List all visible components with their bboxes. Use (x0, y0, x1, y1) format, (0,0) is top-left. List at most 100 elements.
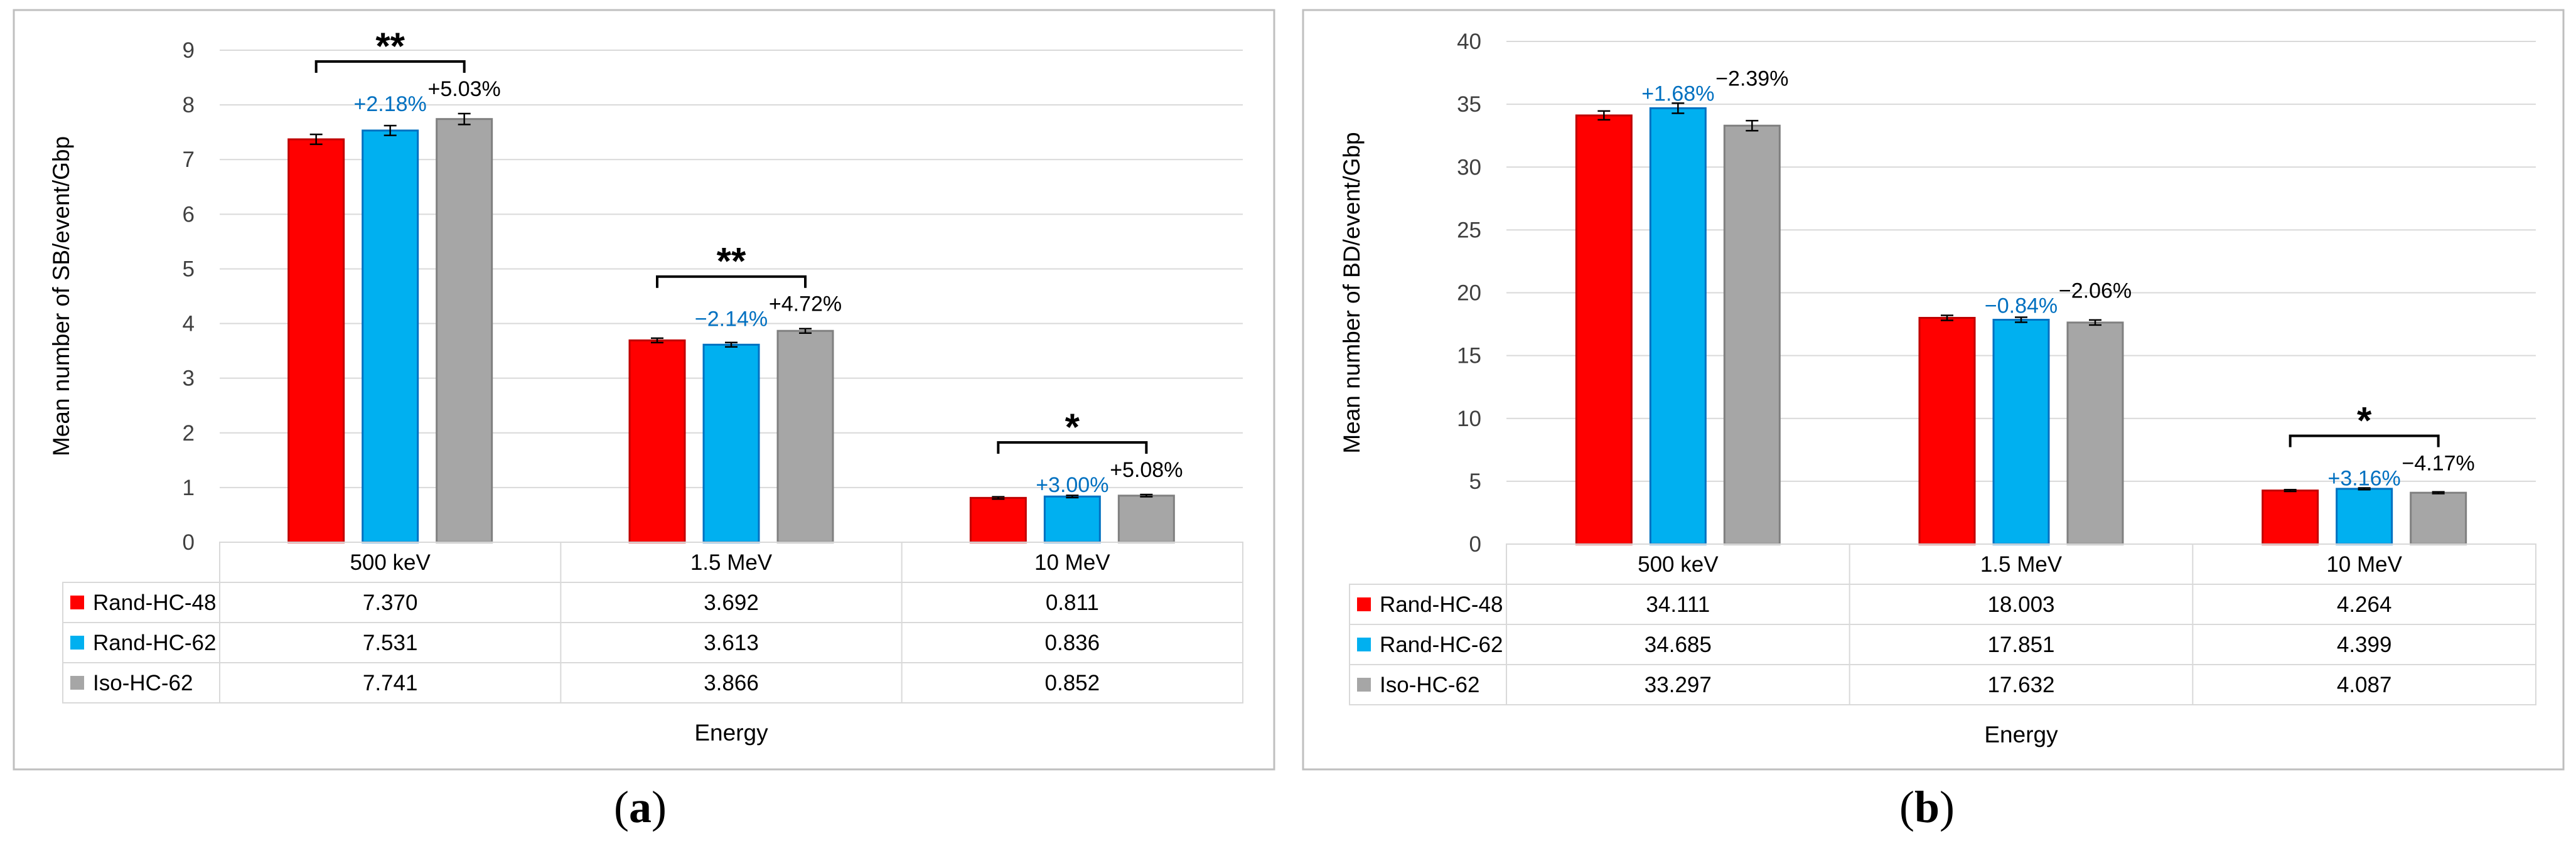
table-value: 0.852 (1045, 671, 1100, 695)
pct-change-blue: +1.68% (1641, 82, 1714, 105)
significance-bracket (314, 60, 466, 73)
pct-change-black: −4.17% (2402, 452, 2475, 476)
legend-swatch-Rand-HC-62 (1357, 638, 1371, 651)
error-bar (384, 124, 397, 137)
significance-stars: ** (375, 25, 405, 67)
table-value: 4.087 (2337, 673, 2392, 697)
error-bar (458, 112, 471, 126)
y-tick-label: 40 (1457, 29, 1481, 54)
legend-label: Rand-HC-62 (93, 631, 216, 655)
significance-stars: * (1065, 406, 1080, 448)
pct-change-black: +4.72% (769, 292, 842, 316)
error-bar (651, 337, 663, 344)
bar-Rand-HC-48-500 keV (287, 138, 345, 543)
bar-Rand-HC-62-10 MeV (1043, 495, 1101, 543)
table-value: 3.613 (704, 631, 759, 655)
legend-label: Iso-HC-62 (1380, 673, 1479, 697)
bar-Rand-HC-48-1.5 MeV (628, 339, 686, 543)
error-bar (1066, 495, 1079, 499)
error-bar (1672, 102, 1685, 114)
legend-swatch-Rand-HC-48 (70, 596, 84, 609)
significance-bracket (656, 275, 807, 288)
panel-label-a: (a) (614, 782, 667, 832)
bar-Iso-HC-62-10 MeV (2410, 491, 2467, 545)
bar-Iso-HC-62-1.5 MeV (2066, 321, 2124, 545)
table-value: 4.264 (2337, 592, 2392, 617)
table-value: 17.851 (1987, 633, 2054, 657)
legend-label: Rand-HC-48 (93, 591, 216, 615)
table-value: 18.003 (1987, 592, 2054, 617)
legend-swatch-Iso-HC-62 (1357, 678, 1371, 692)
legend-swatch-Rand-HC-48 (1357, 597, 1371, 611)
legend-label: Iso-HC-62 (93, 671, 193, 695)
y-tick-label: 25 (1457, 218, 1481, 242)
x-category-label: 1.5 MeV (1980, 552, 2063, 577)
x-category-label: 500 keV (350, 550, 431, 575)
pct-change-blue: +2.18% (354, 92, 427, 116)
pct-change-black: +5.03% (428, 77, 501, 101)
bar-Rand-HC-48-500 keV (1575, 114, 1633, 545)
bar-Iso-HC-62-10 MeV (1117, 495, 1175, 543)
legend-label: Rand-HC-48 (1380, 592, 1503, 617)
table-value: 7.370 (363, 591, 418, 615)
y-tick-label: 3 (183, 366, 195, 391)
bar-Rand-HC-48-10 MeV (969, 496, 1027, 543)
error-bar (2432, 491, 2445, 495)
x-category-label: 10 MeV (1034, 550, 1110, 575)
y-tick-label: 4 (183, 312, 195, 336)
y-tick-label: 35 (1457, 92, 1481, 117)
bar-Rand-HC-62-500 keV (1649, 107, 1707, 545)
pct-change-blue: +3.00% (1036, 473, 1108, 497)
pct-change-black: +5.08% (1110, 458, 1183, 482)
significance-stars: ** (717, 240, 746, 282)
table-body (1349, 584, 2536, 705)
bar-Rand-HC-62-1.5 MeV (702, 343, 760, 543)
error-bar (992, 496, 1005, 500)
y-tick-label: 30 (1457, 155, 1481, 179)
error-bar (2015, 316, 2027, 323)
bar-Iso-HC-62-500 keV (1723, 124, 1781, 545)
table-value: 34.685 (1645, 633, 1712, 657)
error-bar (1746, 119, 1759, 132)
y-tick-label: 8 (183, 93, 195, 117)
table-value: 0.811 (1046, 591, 1099, 615)
y-tick-label: 20 (1457, 281, 1481, 306)
error-bar (2089, 319, 2101, 326)
error-bar (1941, 314, 1953, 321)
table-value: 3.692 (704, 591, 759, 615)
legend-label: Rand-HC-62 (1380, 633, 1503, 657)
pct-change-blue: +3.16% (2328, 467, 2401, 491)
bar-Rand-HC-48-1.5 MeV (1918, 316, 1976, 545)
y-tick-label: 10 (1457, 407, 1481, 431)
y-axis-label: Mean number of SB/event/Gbp (48, 136, 74, 456)
significance-bracket (2289, 434, 2440, 447)
x-category-label: 1.5 MeV (690, 550, 773, 575)
table-value: 3.866 (704, 671, 759, 695)
y-tick-label: 9 (183, 38, 195, 63)
bar-Rand-HC-62-500 keV (362, 129, 419, 543)
y-tick-label: 6 (183, 202, 195, 227)
x-axis-label: Energy (694, 720, 768, 746)
error-bar (799, 328, 812, 334)
legend-swatch-Iso-HC-62 (70, 676, 84, 690)
y-tick-label: 15 (1457, 344, 1481, 368)
y-tick-label: 1 (183, 476, 195, 500)
x-category-label: 500 keV (1638, 552, 1719, 577)
error-bar (2358, 487, 2371, 491)
error-bar (1140, 493, 1153, 498)
y-tick-label: 5 (1469, 469, 1481, 494)
pct-change-black: −2.39% (1715, 67, 1788, 90)
y-tick-label: 5 (183, 257, 195, 281)
significance-bracket (997, 441, 1148, 454)
bar-Iso-HC-62-1.5 MeV (776, 329, 834, 543)
table-body (62, 582, 1243, 704)
table-value: 7.531 (363, 631, 418, 655)
error-bar (2284, 488, 2297, 493)
y-tick-label: 7 (183, 147, 195, 172)
pct-change-blue: −2.14% (695, 308, 768, 331)
x-axis-label: Energy (1984, 722, 2058, 747)
y-tick-label: 0 (183, 530, 195, 555)
y-tick-label: 2 (183, 421, 195, 446)
legend-swatch-Rand-HC-62 (70, 636, 84, 650)
